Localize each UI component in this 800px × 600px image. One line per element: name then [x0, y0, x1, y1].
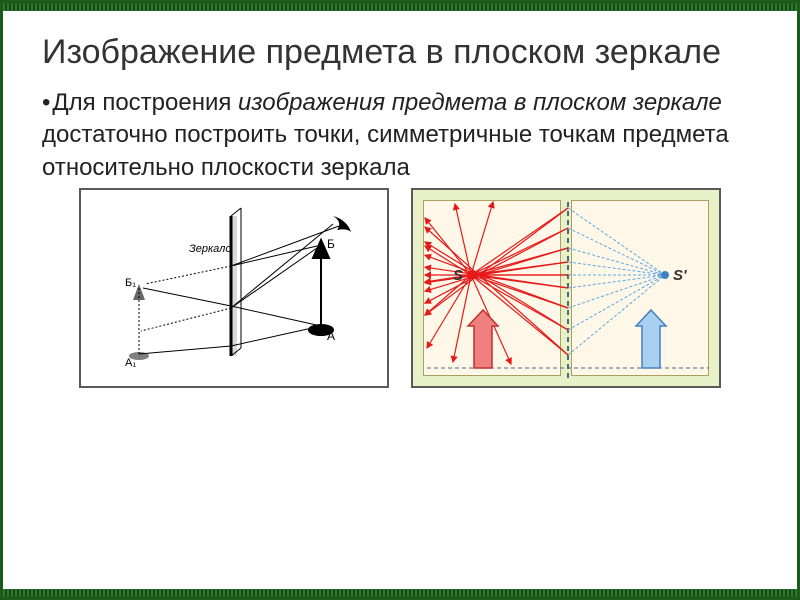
text-lead: Для построения	[52, 89, 238, 116]
mirror-label: Зеркало	[189, 243, 232, 255]
slide-title: Изображение предмета в плоском зеркале	[42, 32, 758, 73]
border-bottom-pattern	[3, 589, 797, 597]
ray-diagram-svg: S S'	[413, 190, 723, 390]
text-tail: достаточно построить точки, симметричные…	[42, 121, 729, 180]
svg-text:А₁: А₁	[125, 357, 136, 369]
svg-text:А: А	[327, 329, 335, 343]
slide-body-text: •Для построения изображения предмета в п…	[42, 87, 758, 184]
svg-text:Б₁: Б₁	[125, 277, 136, 289]
bullet-icon: •	[42, 89, 50, 116]
text-italic: изображения предмета в плоском зеркале	[238, 89, 722, 116]
diagram-left: Зеркало	[79, 188, 389, 388]
svg-text:Б: Б	[327, 237, 335, 251]
slide-content: Изображение предмета в плоском зеркале •…	[14, 14, 786, 586]
svg-text:S: S	[453, 267, 463, 284]
diagram-right: S S'	[411, 188, 721, 388]
border-top-pattern	[3, 3, 797, 11]
diagram-row: Зеркало	[42, 188, 758, 388]
svg-text:S': S'	[673, 267, 687, 284]
mirror-sketch-svg: Зеркало	[89, 196, 379, 380]
